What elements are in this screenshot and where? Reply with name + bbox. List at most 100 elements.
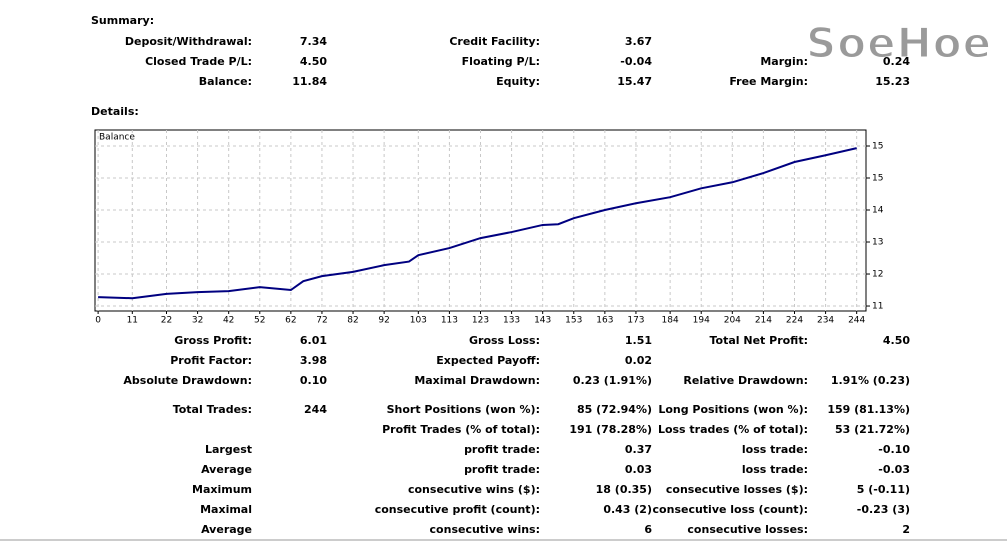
x-tick-label: 0 (95, 316, 101, 326)
x-tick-label: 103 (410, 316, 427, 326)
x-tick-label: 42 (223, 316, 234, 326)
field-label: Margin: (760, 55, 808, 68)
watermark: SoeHoe (806, 19, 992, 68)
x-tick-label: 184 (662, 316, 679, 326)
field-value: 0.03 (625, 463, 652, 476)
field-label: profit trade: (464, 443, 540, 456)
field-value: 0.02 (625, 354, 652, 367)
field-value: 3.98 (300, 354, 327, 367)
field-value: 2 (902, 523, 910, 536)
x-tick-label: 72 (316, 316, 327, 326)
field-label: loss trade: (742, 443, 808, 456)
field-label: consecutive losses ($): (666, 483, 808, 496)
field-value: 0.23 (1.91%) (573, 374, 652, 387)
field-label: Gross Profit: (174, 334, 252, 347)
field-value: -0.10 (878, 443, 910, 456)
x-tick-label: 234 (817, 316, 834, 326)
y-tick-label: 13 (872, 238, 883, 248)
field-label: Credit Facility: (449, 35, 540, 48)
field-label: Free Margin: (729, 75, 808, 88)
field-value: 18 (0.35) (596, 483, 652, 496)
field-value: 159 (81.13%) (827, 403, 910, 416)
field-value: 15.47 (617, 75, 652, 88)
field-label: Profit Trades (% of total): (382, 423, 540, 436)
y-tick-label: 15 (872, 142, 883, 152)
x-tick-label: 22 (161, 316, 172, 326)
field-value: 0.10 (300, 374, 327, 387)
field-value: 85 (72.94%) (577, 403, 652, 416)
x-tick-label: 204 (724, 316, 741, 326)
x-tick-label: 92 (378, 316, 389, 326)
field-value: 191 (78.28%) (569, 423, 652, 436)
field-label: Average (201, 523, 252, 536)
x-tick-label: 244 (848, 316, 865, 326)
x-tick-label: 224 (786, 316, 803, 326)
x-tick-label: 123 (472, 316, 489, 326)
field-label: Closed Trade P/L: (145, 55, 252, 68)
field-label: Total Trades: (173, 403, 252, 416)
field-label: loss trade: (742, 463, 808, 476)
y-tick-label: 14 (872, 206, 884, 216)
field-label: consecutive wins: (430, 523, 540, 536)
x-tick-label: 214 (755, 316, 772, 326)
field-value: 4.50 (300, 55, 327, 68)
field-label: Largest (205, 443, 252, 456)
y-tick-label: 15 (872, 174, 883, 184)
field-label: consecutive loss (count): (653, 503, 808, 516)
field-value: 244 (304, 403, 327, 416)
field-label: Expected Payoff: (436, 354, 540, 367)
field-label: Gross Loss: (469, 334, 540, 347)
x-tick-label: 113 (441, 316, 458, 326)
details-title: Details: (91, 105, 139, 118)
x-tick-label: 32 (192, 316, 203, 326)
x-tick-label: 133 (503, 316, 520, 326)
field-value: 5 (-0.11) (857, 483, 910, 496)
x-tick-label: 52 (254, 316, 265, 326)
field-value: 6.01 (300, 334, 327, 347)
field-label: Balance: (199, 75, 252, 88)
field-label: Maximum (192, 483, 252, 496)
x-tick-label: 143 (534, 316, 551, 326)
y-tick-label: 12 (872, 270, 883, 280)
field-value: 1.91% (0.23) (831, 374, 910, 387)
field-value: 11.84 (292, 75, 327, 88)
field-label: Total Net Profit: (710, 334, 809, 347)
field-label: Deposit/Withdrawal: (125, 35, 252, 48)
field-label: Relative Drawdown: (683, 374, 808, 387)
field-value: -0.23 (3) (857, 503, 910, 516)
summary-title: Summary: (91, 14, 154, 27)
field-value: -0.03 (878, 463, 910, 476)
field-value: 4.50 (883, 334, 910, 347)
field-value: -0.04 (620, 55, 652, 68)
field-label: Short Positions (won %): (387, 403, 540, 416)
x-tick-label: 62 (285, 316, 296, 326)
field-label: consecutive wins ($): (408, 483, 540, 496)
field-label: Profit Factor: (170, 354, 252, 367)
field-label: Equity: (496, 75, 540, 88)
field-label: Absolute Drawdown: (123, 374, 252, 387)
field-value: 15.23 (875, 75, 910, 88)
field-value: 53 (21.72%) (835, 423, 910, 436)
field-label: Average (201, 463, 252, 476)
x-tick-label: 163 (596, 316, 613, 326)
field-label: consecutive profit (count): (375, 503, 540, 516)
chart-title: Balance (99, 133, 135, 143)
balance-line (98, 147, 857, 300)
x-tick-label: 11 (127, 316, 138, 326)
field-label: Floating P/L: (462, 55, 540, 68)
field-value: 6 (644, 523, 652, 536)
field-label: profit trade: (464, 463, 540, 476)
field-value: 0.24 (883, 55, 910, 68)
y-tick-label: 11 (872, 302, 883, 312)
field-label: Long Positions (won %): (658, 403, 808, 416)
x-tick-label: 194 (693, 316, 710, 326)
x-tick-label: 82 (347, 316, 358, 326)
field-label: Maximal Drawdown: (414, 374, 540, 387)
x-tick-label: 153 (565, 316, 582, 326)
field-label: Maximal (200, 503, 252, 516)
field-value: 7.34 (300, 35, 327, 48)
field-value: 0.37 (625, 443, 652, 456)
field-label: Loss trades (% of total): (658, 423, 808, 436)
field-value: 3.67 (625, 35, 652, 48)
